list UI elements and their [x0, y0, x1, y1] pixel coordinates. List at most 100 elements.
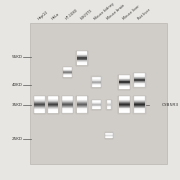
Bar — [62, 97, 73, 98]
Bar — [62, 108, 73, 109]
Bar — [92, 82, 101, 83]
Bar — [62, 101, 73, 102]
Bar — [92, 85, 101, 86]
Bar — [134, 109, 145, 110]
Bar — [63, 72, 72, 73]
Bar — [134, 86, 145, 87]
Bar — [134, 76, 145, 77]
Bar — [92, 108, 101, 109]
Bar — [34, 111, 45, 112]
Bar — [91, 76, 101, 88]
Bar — [107, 102, 111, 103]
Bar — [76, 63, 87, 64]
Bar — [48, 100, 58, 101]
Bar — [76, 108, 87, 109]
Bar — [34, 99, 45, 100]
Bar — [76, 96, 87, 97]
Bar — [92, 80, 101, 81]
Bar — [34, 103, 45, 104]
Bar — [76, 102, 87, 103]
Bar — [63, 67, 72, 68]
Bar — [92, 79, 101, 80]
Bar — [134, 73, 145, 74]
Bar — [48, 99, 58, 100]
Bar — [107, 104, 111, 105]
Bar — [48, 97, 58, 98]
Bar — [34, 108, 45, 109]
Bar — [62, 96, 73, 114]
Bar — [119, 87, 130, 88]
Bar — [62, 103, 73, 104]
Bar — [34, 98, 45, 99]
Bar — [62, 106, 73, 107]
Bar — [92, 86, 101, 87]
Bar — [34, 107, 45, 108]
Bar — [76, 98, 87, 99]
Bar — [119, 99, 130, 100]
Bar — [119, 80, 130, 81]
Bar — [134, 75, 145, 76]
Bar — [119, 83, 130, 84]
Bar — [107, 106, 111, 107]
Bar — [105, 136, 112, 137]
Bar — [92, 84, 101, 85]
Bar — [92, 78, 101, 79]
Bar — [134, 83, 145, 84]
Bar — [76, 100, 87, 101]
Bar — [76, 55, 87, 56]
Bar — [119, 107, 130, 108]
Bar — [62, 111, 73, 112]
Bar — [134, 103, 145, 104]
Bar — [119, 84, 130, 85]
Bar — [76, 51, 87, 52]
Bar — [119, 86, 130, 87]
Bar — [63, 73, 72, 74]
Bar — [76, 106, 87, 107]
Bar — [119, 105, 130, 106]
Bar — [76, 96, 88, 114]
Bar — [133, 96, 146, 114]
Bar — [34, 112, 45, 113]
Bar — [34, 110, 45, 111]
Bar — [119, 75, 130, 76]
Bar — [107, 108, 111, 109]
Bar — [62, 109, 73, 110]
Bar — [92, 77, 101, 88]
Bar — [34, 100, 45, 101]
Bar — [62, 105, 73, 106]
Bar — [119, 108, 130, 109]
Bar — [62, 102, 73, 103]
Text: NIH/3T3: NIH/3T3 — [79, 8, 93, 21]
Bar — [134, 96, 145, 97]
Bar — [48, 101, 58, 102]
Bar — [76, 101, 87, 102]
Bar — [76, 64, 87, 65]
Bar — [62, 104, 73, 105]
Bar — [119, 98, 130, 99]
Bar — [76, 51, 88, 66]
Bar — [92, 105, 101, 106]
Bar — [119, 85, 130, 86]
Bar — [134, 106, 145, 107]
Bar — [48, 103, 58, 104]
Bar — [76, 57, 87, 58]
Bar — [134, 77, 145, 78]
Text: HepG2: HepG2 — [37, 10, 49, 21]
Bar — [76, 52, 87, 53]
Bar — [48, 96, 59, 114]
Bar — [134, 101, 145, 102]
Bar — [63, 70, 72, 71]
Bar — [62, 99, 73, 100]
Bar — [119, 102, 130, 103]
Bar — [105, 134, 112, 135]
Bar — [119, 79, 130, 80]
Bar — [134, 82, 145, 83]
Bar — [76, 56, 87, 57]
Bar — [105, 132, 113, 139]
Bar — [134, 84, 145, 85]
Text: 55KD: 55KD — [12, 55, 22, 59]
Bar — [34, 96, 45, 97]
Bar — [92, 102, 101, 103]
Bar — [34, 96, 45, 114]
Bar — [134, 98, 145, 99]
